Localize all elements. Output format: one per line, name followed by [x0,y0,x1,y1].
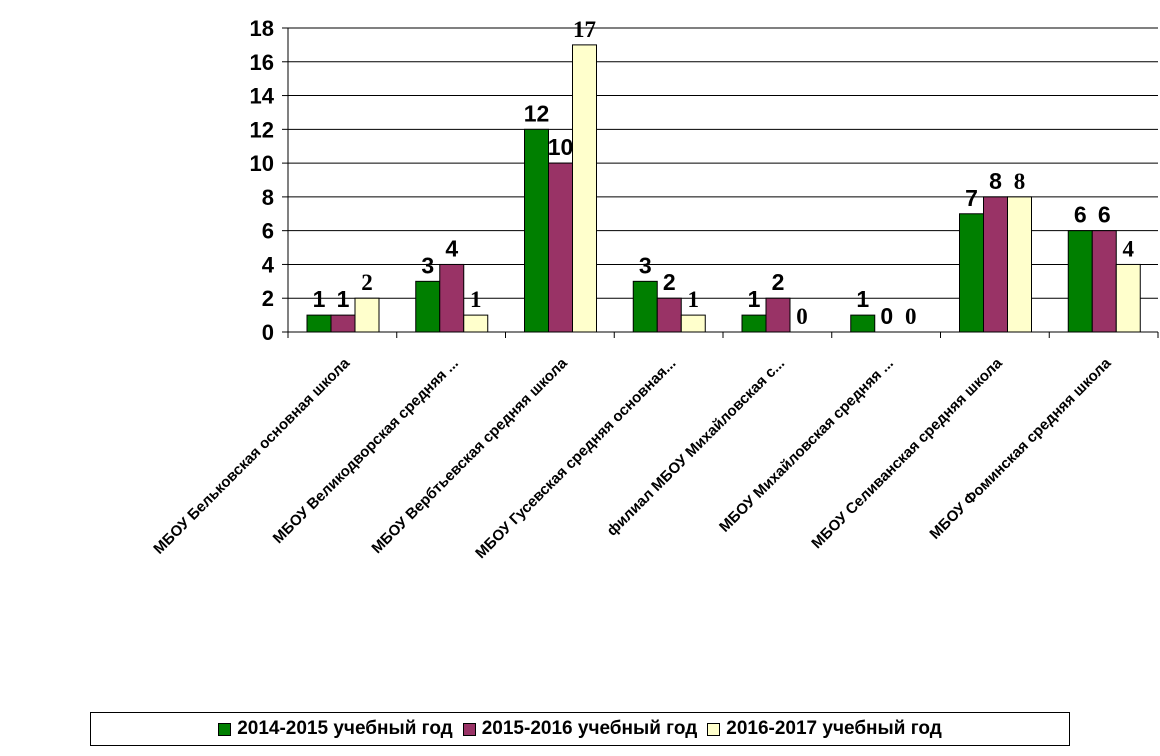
x-tick-label: МБОУ Бельковская основная школа [150,354,353,557]
x-tick-label: МБОУ Михайловская средняя ... [716,355,897,536]
y-tick-label: 12 [250,117,274,142]
data-label: 8 [1014,169,1026,194]
bar [741,314,767,333]
data-label: 4 [1123,236,1135,261]
y-tick-label: 6 [262,219,274,244]
data-label: 17 [573,17,596,42]
legend-label-series-1: 2014-2015 учебный год [237,718,453,739]
data-label: 10 [548,134,574,160]
data-label: 0 [796,304,808,329]
x-tick-label: МБОУ Великодворская средняя ... [270,355,462,547]
legend-swatch-series-1 [218,722,232,736]
bar [632,280,658,333]
bar [463,314,489,333]
y-tick-label: 8 [262,185,274,210]
data-label: 2 [361,270,373,295]
data-label: 1 [856,286,869,312]
y-tick-label: 4 [262,252,275,277]
bar [354,297,380,333]
bar [572,44,597,333]
data-label: 3 [639,252,652,278]
bar [439,263,465,333]
y-tick-label: 0 [262,320,274,345]
x-tick-label: МБОУ Фоминская средняя школа [926,354,1114,542]
data-label: 12 [524,100,550,126]
bar [1067,230,1093,333]
data-label: 2 [663,269,676,295]
y-tick-label: 10 [250,151,274,176]
data-label: 4 [445,235,458,261]
bar [850,314,876,333]
y-tick-labels: 0 2 4 6 8 10 12 14 16 18 [250,16,275,345]
data-label: 1 [313,286,326,312]
legend-swatch-series-2 [462,722,476,736]
bar [548,162,573,333]
y-tick-label: 14 [250,84,275,109]
bar [680,314,706,333]
bar [306,314,332,333]
legend-label-series-2: 2015-2016 учебный год [481,718,698,739]
data-label: 1 [470,287,482,312]
bar [415,280,441,333]
y-tick-label: 16 [250,50,274,75]
bar [1007,196,1032,333]
x-tick-label: МБОУ Вербтьевская средняя школа [368,354,571,557]
data-label: 6 [1074,202,1087,228]
data-label: 6 [1098,202,1111,228]
legend: 2014-2015 учебный год 2015-2016 учебный … [90,712,1070,746]
x-tick-label: МБОУ Гусевская средняя основная... [472,355,679,562]
bar [1115,263,1141,333]
legend-item-series-3: 2016-2017 учебный год [707,718,942,740]
data-label: 3 [421,252,434,278]
data-label: 1 [748,286,761,312]
legend-swatch-series-3 [707,722,721,736]
data-label: 2 [772,269,785,295]
bar [1091,230,1117,333]
data-label: 1 [688,287,700,312]
x-tick-label: МБОУ Селиванская средняя школа [808,354,1006,552]
data-label: 1 [337,286,350,312]
bar [959,213,984,333]
y-tick-label: 2 [262,286,274,311]
bar [330,314,356,333]
bar [983,196,1008,333]
bar [765,297,791,333]
data-label: 0 [880,303,893,329]
bar [524,128,549,333]
y-tick-label: 18 [250,16,274,41]
data-label: 0 [905,304,917,329]
bar [656,297,682,333]
legend-item-series-1: 2014-2015 учебный год [218,718,453,740]
data-label: 8 [989,168,1002,194]
gridlines [288,27,1158,299]
legend-item-series-2: 2015-2016 учебный год [462,718,698,740]
x-tick-label: филиал МБОУ Михайловская с... [604,355,789,540]
bars [306,44,1141,333]
data-label: 7 [965,185,978,211]
legend-label-series-3: 2016-2017 учебный год [726,718,942,739]
